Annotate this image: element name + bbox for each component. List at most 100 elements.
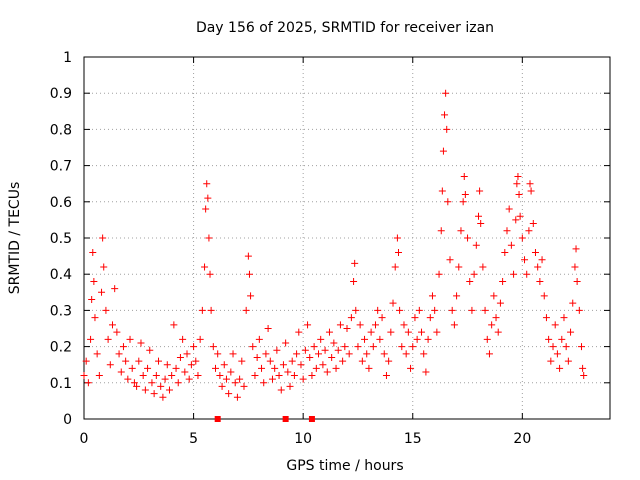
data-point	[371, 321, 379, 329]
data-point	[319, 361, 327, 369]
data-point	[264, 325, 272, 332]
data-point	[380, 350, 388, 358]
data-point	[439, 147, 447, 155]
data-point	[499, 277, 507, 285]
data-point	[231, 379, 239, 387]
y-tick-label: 0.9	[50, 86, 72, 102]
data-point	[181, 368, 189, 376]
data-point	[341, 343, 349, 351]
data-point	[150, 390, 158, 398]
data-point	[253, 353, 261, 361]
data-point	[560, 314, 568, 322]
data-point	[578, 343, 586, 351]
data-point	[161, 375, 169, 383]
data-point	[95, 372, 103, 380]
data-point	[255, 335, 263, 343]
data-point	[325, 328, 333, 336]
data-point	[266, 357, 274, 365]
data-point	[137, 339, 145, 347]
data-point	[87, 335, 95, 343]
data-point	[424, 335, 432, 343]
x-axis-marker	[214, 416, 221, 422]
data-point	[531, 248, 539, 256]
data-point	[260, 379, 268, 387]
data-point	[209, 343, 217, 351]
data-point	[376, 335, 384, 343]
data-point	[82, 357, 90, 365]
x-axis-label: GPS time / hours	[286, 458, 403, 474]
data-point	[510, 270, 518, 278]
data-point	[385, 357, 393, 365]
data-point	[472, 241, 480, 249]
data-point	[411, 314, 419, 322]
data-point	[507, 241, 515, 249]
data-point	[111, 285, 119, 293]
data-point	[214, 350, 222, 358]
data-point	[450, 321, 458, 329]
y-tick-label: 0.8	[50, 122, 72, 138]
data-point	[374, 306, 382, 314]
data-points	[80, 89, 588, 401]
data-point	[347, 314, 355, 322]
data-point	[391, 263, 399, 271]
data-point	[334, 346, 342, 354]
data-point	[363, 350, 371, 358]
data-point	[545, 335, 553, 343]
data-point	[490, 292, 498, 300]
data-point	[159, 393, 167, 401]
data-point	[354, 343, 362, 351]
data-point	[148, 379, 156, 387]
data-point	[275, 372, 283, 380]
data-point	[529, 220, 537, 228]
data-point	[168, 372, 176, 380]
data-point	[515, 191, 523, 199]
data-point	[389, 299, 397, 307]
data-point	[170, 321, 178, 329]
data-point	[187, 361, 195, 369]
data-point	[225, 390, 233, 398]
data-point	[244, 252, 252, 260]
data-point	[540, 292, 548, 300]
data-point	[580, 372, 588, 380]
data-point	[525, 227, 533, 235]
y-tick-label: 0.7	[50, 159, 72, 175]
data-point	[93, 350, 101, 358]
data-point	[398, 343, 406, 351]
data-point	[122, 357, 130, 365]
data-point	[512, 216, 520, 224]
data-point	[220, 361, 228, 369]
data-point	[387, 328, 395, 336]
data-point	[236, 375, 244, 383]
data-point	[396, 306, 404, 314]
data-point	[481, 306, 489, 314]
data-point	[128, 364, 136, 372]
chart-title: Day 156 of 2025, SRMTID for receiver iza…	[196, 20, 494, 36]
data-point	[431, 306, 439, 314]
data-point	[433, 328, 441, 336]
data-point	[457, 227, 465, 235]
data-point	[553, 350, 561, 358]
data-point	[442, 89, 450, 97]
data-point	[104, 335, 112, 343]
y-tick-label: 0.6	[50, 195, 72, 211]
data-point	[437, 227, 445, 235]
data-point	[262, 350, 270, 358]
data-point	[350, 277, 358, 285]
data-point	[299, 375, 307, 383]
y-tick-label: 1	[63, 50, 72, 66]
data-point	[245, 270, 253, 278]
data-point	[273, 346, 281, 354]
data-point	[212, 364, 219, 372]
data-point	[282, 339, 290, 347]
data-point	[203, 180, 211, 188]
data-point	[477, 220, 485, 228]
data-point	[483, 335, 491, 343]
data-point	[400, 321, 408, 329]
data-point	[84, 379, 92, 387]
data-point	[207, 306, 215, 314]
data-point	[488, 321, 496, 329]
data-point	[420, 350, 428, 358]
data-point	[139, 372, 147, 380]
data-point	[358, 357, 366, 365]
x-tick-label: 20	[513, 431, 531, 447]
